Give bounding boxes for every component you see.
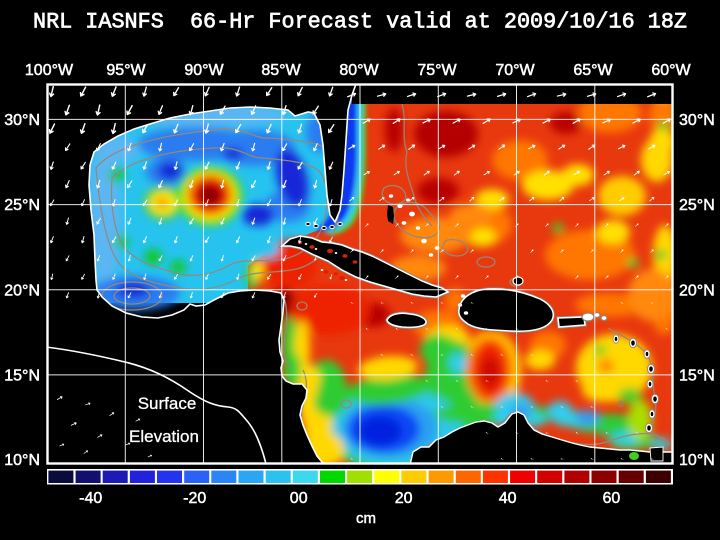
svg-text:40: 40 bbox=[499, 490, 517, 507]
svg-text:00: 00 bbox=[290, 490, 308, 507]
svg-text:60: 60 bbox=[603, 490, 621, 507]
svg-text:100°W: 100°W bbox=[25, 62, 74, 79]
svg-text:30°N: 30°N bbox=[679, 112, 715, 129]
svg-text:60°W: 60°W bbox=[651, 62, 691, 79]
svg-text:15°N: 15°N bbox=[4, 367, 40, 384]
svg-text:80°W: 80°W bbox=[339, 62, 379, 79]
svg-text:85°W: 85°W bbox=[261, 62, 301, 79]
svg-text:Surface: Surface bbox=[138, 394, 197, 413]
svg-text:20°N: 20°N bbox=[679, 282, 715, 299]
svg-text:15°N: 15°N bbox=[679, 367, 715, 384]
svg-text:20°N: 20°N bbox=[4, 282, 40, 299]
svg-text:NRL IASNFS 66-Hr Forecast val: NRL IASNFS 66-Hr Forecast valid at 2009/… bbox=[33, 10, 687, 35]
svg-text:10°N: 10°N bbox=[4, 452, 40, 469]
svg-text:cm: cm bbox=[356, 510, 376, 527]
svg-text:10°N: 10°N bbox=[679, 452, 715, 469]
svg-text:-20: -20 bbox=[183, 490, 206, 507]
svg-text:65°W: 65°W bbox=[573, 62, 613, 79]
svg-text:90°W: 90°W bbox=[184, 62, 224, 79]
svg-text:-40: -40 bbox=[79, 490, 102, 507]
svg-text:20: 20 bbox=[395, 490, 413, 507]
svg-text:Elevation: Elevation bbox=[129, 427, 199, 446]
svg-text:95°W: 95°W bbox=[106, 62, 146, 79]
svg-text:70°W: 70°W bbox=[495, 62, 535, 79]
svg-text:25°N: 25°N bbox=[679, 197, 715, 214]
svg-text:25°N: 25°N bbox=[4, 197, 40, 214]
svg-text:75°W: 75°W bbox=[417, 62, 457, 79]
svg-text:30°N: 30°N bbox=[4, 112, 40, 129]
